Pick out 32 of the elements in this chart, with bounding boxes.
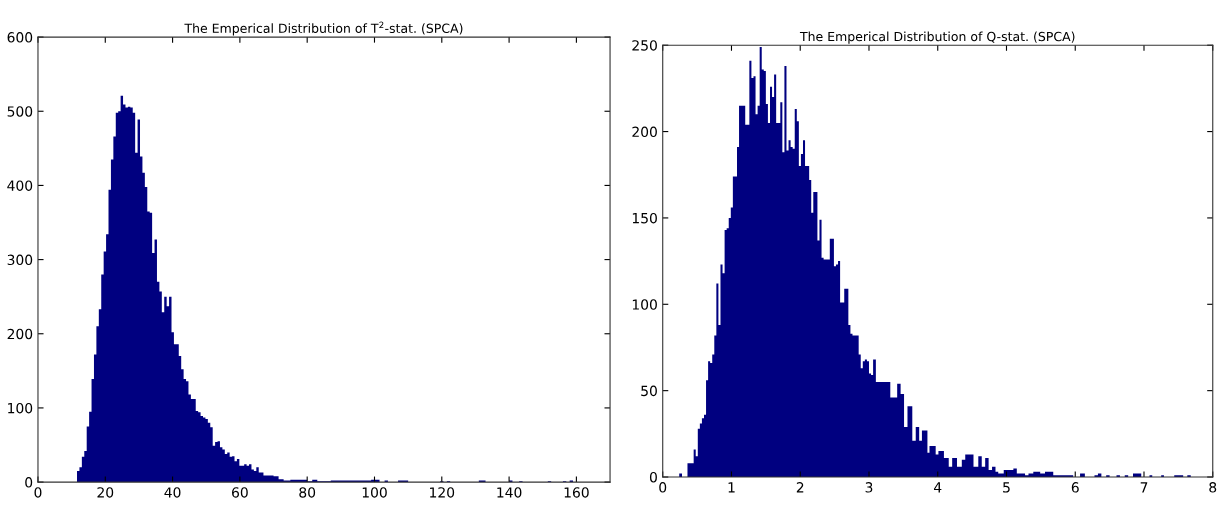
y-tick-label: 200	[7, 328, 33, 340]
x-tick-label: 40	[164, 487, 181, 498]
chart-title: The Emperical Distribution of T$^{2}$-stat. (SPCA)	[184, 21, 463, 36]
x-tick-label: 120	[430, 487, 455, 498]
chart-title: The Emperical Distribution of Q-stat. (SPCA)	[799, 31, 1075, 44]
x-tick-label: 8	[1209, 482, 1217, 493]
y-tick-label: 0	[649, 471, 657, 483]
y-tick-label: 500	[7, 106, 33, 117]
y-tick-label: 150	[632, 212, 657, 224]
x-tick-label: 140	[497, 487, 522, 498]
x-tick-label: 0	[34, 487, 42, 498]
x-tick-label: 5	[1003, 482, 1010, 493]
y-tick-label: 400	[7, 180, 33, 191]
y-tick-label: 50	[641, 385, 657, 397]
x-tick-label: 100	[362, 487, 387, 498]
x-tick-label: 6	[1071, 482, 1079, 493]
x-tick-label: 0	[659, 482, 667, 493]
x-tick-label: 3	[865, 482, 873, 493]
x-tick-label: 1	[728, 482, 735, 493]
x-tick-label: 4	[934, 482, 942, 493]
y-tick-label: 600	[7, 32, 33, 43]
x-tick-label: 160	[564, 487, 589, 498]
y-tick-label: 100	[632, 299, 657, 310]
y-tick-label: 200	[632, 126, 657, 138]
y-tick-label: 250	[632, 40, 657, 51]
x-tick-label: 80	[299, 487, 316, 498]
x-tick-label: 2	[796, 482, 804, 493]
x-tick-label: 60	[232, 487, 248, 498]
y-tick-label: 100	[8, 402, 33, 414]
x-tick-label: 20	[97, 487, 114, 498]
y-tick-label: 300	[7, 254, 33, 266]
x-tick-label: 7	[1140, 482, 1148, 493]
